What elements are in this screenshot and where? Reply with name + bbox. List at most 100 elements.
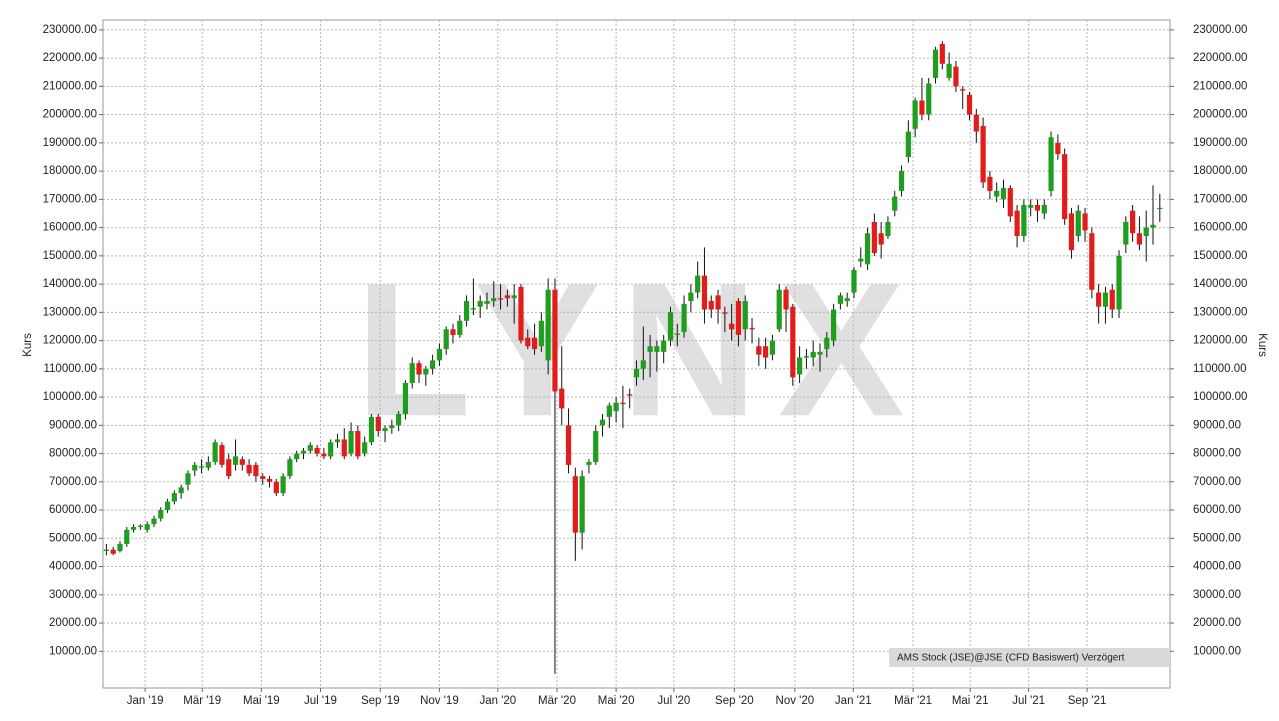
candle-body <box>171 493 177 502</box>
candle-body <box>919 100 925 115</box>
candle-body <box>1089 233 1095 290</box>
candle-body <box>844 298 850 302</box>
candle-body <box>810 351 816 358</box>
x-tick-label: Mär '20 <box>538 695 576 707</box>
y2-tick-label: 220000.00 <box>1193 52 1247 64</box>
y2-tick-label: 150000.00 <box>1193 250 1247 262</box>
candle-body <box>572 476 578 533</box>
candle-body <box>688 292 694 302</box>
candle-body <box>1048 137 1054 191</box>
candle-body <box>708 301 714 310</box>
y2-tick-label: 70000.00 <box>1193 476 1241 488</box>
candle-body <box>484 301 490 304</box>
candle-body <box>994 190 1000 197</box>
x-tick-label: Sep '21 <box>1068 695 1107 707</box>
candle-body <box>430 360 436 369</box>
candle-body <box>830 309 837 341</box>
y-tick-label: 10000.00 <box>49 645 97 657</box>
candle-body <box>640 360 646 369</box>
y2-tick-label: 40000.00 <box>1193 561 1241 573</box>
x-tick-label: Jul '20 <box>657 695 690 707</box>
y-tick-label: 200000.00 <box>43 109 97 121</box>
candle-body <box>144 524 150 530</box>
candle-body <box>470 308 476 310</box>
x-tick-label: Jan '19 <box>127 695 164 707</box>
y2-tick-label: 60000.00 <box>1193 504 1241 516</box>
y2-tick-label: 50000.00 <box>1193 532 1241 544</box>
candle-body <box>504 295 510 299</box>
candle-body <box>1041 205 1047 214</box>
candle-body <box>158 510 164 519</box>
candle-body <box>878 233 884 245</box>
candle-body <box>1096 292 1102 307</box>
candle-body <box>1123 221 1129 245</box>
candle-body <box>654 346 660 352</box>
candle-body <box>905 131 911 157</box>
y2-tick-label: 200000.00 <box>1193 109 1247 121</box>
candle-body <box>185 473 191 485</box>
candle-body <box>1014 210 1020 237</box>
candle-body <box>287 459 293 477</box>
candle-body <box>1082 213 1088 231</box>
candle-body <box>497 298 504 300</box>
candle-body <box>837 295 843 304</box>
y2-tick-label: 190000.00 <box>1193 137 1247 149</box>
candle-body <box>987 176 993 191</box>
candle-body <box>328 442 334 457</box>
source-box <box>889 648 1170 667</box>
candle-body <box>545 289 551 361</box>
candle-body <box>681 303 687 333</box>
candle-body <box>300 450 307 454</box>
candle-body <box>599 419 606 426</box>
candle-body <box>409 363 415 383</box>
candle-body <box>593 430 599 463</box>
candle-body <box>416 363 422 375</box>
candle-body <box>294 453 300 460</box>
y-tick-label: 120000.00 <box>43 335 97 347</box>
candle-body <box>749 327 755 330</box>
candle-body <box>953 66 959 87</box>
candle-body <box>103 549 109 552</box>
y-tick-label: 70000.00 <box>49 476 97 488</box>
candle-body <box>334 439 341 443</box>
y2-tick-label: 90000.00 <box>1193 419 1241 431</box>
candle-body <box>756 346 762 355</box>
y2-tick-label: 230000.00 <box>1193 24 1247 36</box>
candle-body <box>362 442 368 454</box>
candle-body <box>538 320 544 347</box>
y2-tick-label: 180000.00 <box>1193 165 1247 177</box>
candle-body <box>477 301 483 307</box>
x-tick-label: Nov '19 <box>420 695 459 707</box>
candle-body <box>525 337 531 347</box>
y-tick-label: 100000.00 <box>43 391 97 403</box>
candle-body <box>885 221 891 237</box>
candle-body <box>864 233 871 265</box>
candle-body <box>946 63 952 78</box>
y2-tick-label: 170000.00 <box>1193 193 1247 205</box>
candle-body <box>124 529 130 544</box>
candle-body <box>219 445 225 465</box>
candle-body <box>674 333 680 335</box>
candle-body <box>280 476 286 494</box>
candle-body <box>1136 233 1143 245</box>
candle-body <box>382 428 388 431</box>
y-tick-label: 50000.00 <box>49 532 97 544</box>
candle-body <box>579 476 585 533</box>
candle-body <box>898 171 905 191</box>
y-tick-label: 140000.00 <box>43 278 97 290</box>
candle-body <box>627 394 633 396</box>
candle-body <box>389 425 395 429</box>
candle-body <box>246 464 252 474</box>
candle-body <box>1130 210 1136 234</box>
candle-body <box>1075 210 1081 237</box>
y2-tick-label: 140000.00 <box>1193 278 1247 290</box>
candle-body <box>790 306 796 378</box>
candle-body <box>661 340 667 352</box>
candle-body <box>450 329 456 335</box>
y-tick-label: 60000.00 <box>49 504 97 516</box>
x-tick-label: Jul '21 <box>1012 695 1045 707</box>
candle-body <box>1034 205 1041 211</box>
candle-body <box>851 269 857 293</box>
x-tick-label: Mär '19 <box>183 695 221 707</box>
